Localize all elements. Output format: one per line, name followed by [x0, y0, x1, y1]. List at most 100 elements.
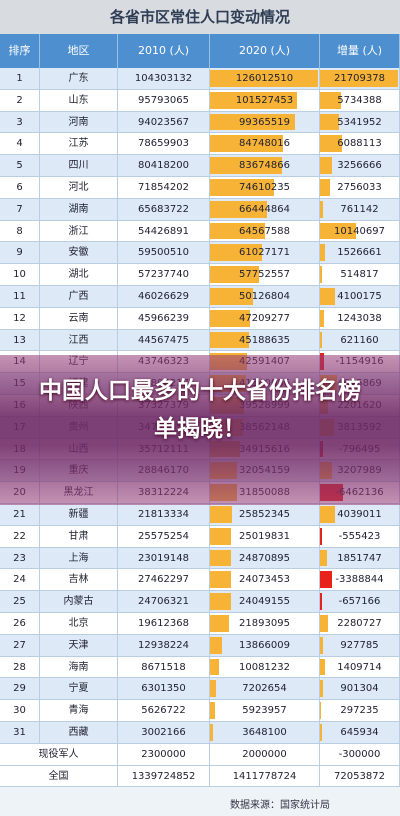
- cell-text: 13866009: [239, 639, 290, 651]
- cell-text: 101527453: [235, 94, 294, 106]
- table-cell: 74610235: [210, 177, 320, 199]
- cell-text: 621160: [340, 334, 379, 346]
- table-cell: 104303132: [118, 68, 210, 90]
- table-cell: 28: [0, 656, 40, 679]
- table-cell: 云南: [40, 307, 118, 330]
- increase-bar: [320, 593, 323, 610]
- cell-text: 645934: [340, 727, 379, 738]
- table-cell: 新疆: [40, 504, 118, 526]
- cell-text: 浙江: [68, 225, 89, 237]
- table-cell: -300000: [320, 743, 400, 766]
- cell-text: -657166: [338, 596, 381, 608]
- table-cell: 71854202: [118, 177, 210, 199]
- cell-text: 19612368: [138, 618, 189, 629]
- table-cell: 1243038: [320, 307, 400, 330]
- cell-text: 26: [13, 618, 26, 629]
- table-cell: 22: [0, 525, 40, 548]
- table-cell: 26: [0, 613, 40, 635]
- increase-bar: [320, 636, 324, 654]
- table-cell: 宁夏: [40, 678, 118, 701]
- table-cell: -555423: [320, 525, 400, 548]
- cell-text: 上海: [68, 552, 89, 564]
- cell-text: 1243038: [337, 312, 382, 324]
- cell-text: 57752557: [239, 269, 290, 281]
- table-cell: 广西: [40, 286, 118, 308]
- cell-text: 27: [13, 639, 26, 651]
- increase-bar: [320, 658, 326, 676]
- cell-text: 广西: [68, 291, 89, 302]
- cell-text: 21709378: [334, 73, 385, 84]
- cell-text: 25575254: [138, 530, 189, 542]
- population-bar: [210, 309, 251, 327]
- table-cell: 59500510: [118, 242, 210, 265]
- cell-text: 59500510: [138, 247, 189, 259]
- table-cell: 12: [0, 307, 40, 330]
- table-cell: 2280727: [320, 613, 400, 635]
- table-cell: 72053872: [320, 765, 400, 788]
- increase-bar: [320, 91, 341, 109]
- cell-text: 内蒙古: [63, 596, 94, 608]
- cell-text: 湖北: [68, 269, 89, 281]
- table-cell: 126012510: [210, 68, 320, 90]
- table-cell: 2756033: [320, 177, 400, 199]
- table-cell: 3648100: [210, 722, 320, 744]
- increase-bar: [320, 527, 322, 545]
- increase-bar: [320, 113, 340, 131]
- table-cell: 927785: [320, 634, 400, 657]
- table-cell: 23019148: [118, 547, 210, 570]
- cell-text: 5734388: [337, 94, 382, 106]
- cell-text: 8: [16, 225, 23, 237]
- table-cell: 4039011: [320, 504, 400, 526]
- cell-text: 山东: [68, 94, 89, 106]
- cell-text: 46026629: [138, 291, 189, 302]
- table-cell: 297235: [320, 700, 400, 722]
- cell-text: 3002166: [141, 727, 186, 738]
- cell-text: 45966239: [138, 312, 189, 324]
- population-bar: [210, 222, 266, 240]
- table-cell: 10140697: [320, 220, 400, 243]
- cell-text: 安徽: [68, 247, 89, 259]
- table-cell: 65683722: [118, 198, 210, 221]
- table-cell: 西藏: [40, 722, 118, 744]
- cell-text: 83674866: [239, 160, 290, 172]
- cell-text: 80418200: [138, 160, 189, 172]
- overlay-band: [0, 355, 400, 505]
- cell-text: 2300000: [141, 748, 186, 760]
- table-cell: 47209277: [210, 307, 320, 330]
- cell-text: 湖南: [68, 203, 89, 215]
- increase-bar: [320, 288, 335, 305]
- cell-text: 5626722: [141, 705, 186, 717]
- table-cell: 84748016: [210, 133, 320, 156]
- table-cell: 95793065: [118, 89, 210, 112]
- population-bar: [210, 593, 231, 610]
- increase-bar: [320, 266, 322, 283]
- overlay-headline: 中国人口最多的十大省份排名榜单揭晓！: [39, 378, 361, 442]
- table-cell: 21813334: [118, 504, 210, 526]
- increase-bar: [320, 222, 357, 240]
- increase-bar: [320, 724, 323, 741]
- cell-text: 21893095: [239, 618, 290, 629]
- increase-bar: [320, 615, 329, 632]
- table-cell: 64567588: [210, 220, 320, 243]
- cell-text: 23: [13, 552, 26, 564]
- table-cell: 河北: [40, 177, 118, 199]
- population-bar: [210, 157, 282, 174]
- cell-text: 31: [13, 727, 26, 738]
- table-cell: 4100175: [320, 286, 400, 308]
- cell-text: 江西: [68, 334, 89, 346]
- population-bar: [210, 266, 260, 283]
- table-cell: 安徽: [40, 242, 118, 265]
- cell-text: 江苏: [68, 138, 89, 150]
- cell-text: 1411778724: [232, 770, 297, 782]
- table-cell: 3002166: [118, 722, 210, 744]
- population-bar: [210, 680, 217, 698]
- cell-text: 12: [13, 312, 26, 324]
- table-cell: 66444864: [210, 198, 320, 221]
- table-cell: 25852345: [210, 504, 320, 526]
- population-bar: [210, 331, 249, 349]
- table-cell: 94023567: [118, 111, 210, 134]
- table-cell: 27462297: [118, 569, 210, 592]
- table-cell: 江苏: [40, 133, 118, 156]
- increase-bar: [320, 549, 327, 567]
- table-cell: 内蒙古: [40, 591, 118, 613]
